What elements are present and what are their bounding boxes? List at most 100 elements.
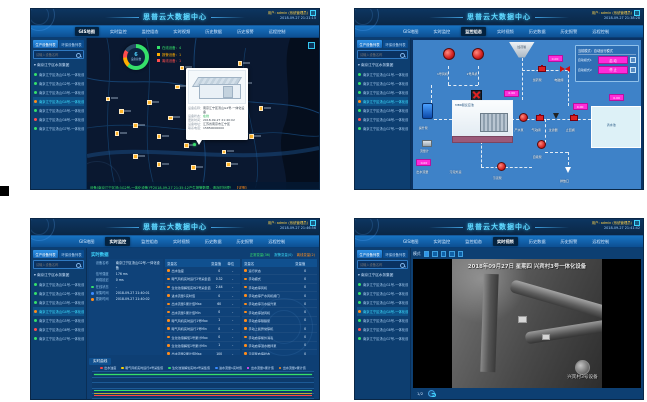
device-list-item[interactable]: 南京江宁区汤山G3号-一体化设备: [357, 298, 408, 307]
nav-tab-5[interactable]: 历史报警: [560, 28, 578, 34]
nav-tab-1[interactable]: 实时监控: [105, 237, 131, 246]
map-area[interactable]: 6 设备总数 在线设备：4 报警设备：1 离线设备：1 设备名称： 南京江宁区汤山G2…: [87, 38, 319, 190]
map-marker[interactable]: [221, 149, 234, 155]
layout-16-button[interactable]: [449, 251, 455, 257]
sidebar-search[interactable]: [357, 260, 408, 269]
map-marker[interactable]: [175, 84, 188, 89]
map-marker[interactable]: [156, 134, 169, 139]
sidebar-tab-0[interactable]: 生产设备列表: [33, 40, 58, 48]
mode-confirm-checkbox[interactable]: [629, 57, 636, 64]
pneumatic-valve-icon[interactable]: [536, 113, 545, 122]
map-marker[interactable]: [179, 65, 192, 71]
search-input[interactable]: [358, 52, 407, 57]
map-marker[interactable]: [133, 154, 146, 159]
nav-tab-0[interactable]: GIS地图: [78, 238, 95, 244]
device-list-item[interactable]: 南京江宁区汤山G1号-一体化设备: [357, 70, 408, 79]
device-group-label[interactable]: ▾ 南京江宁区水务集团: [358, 63, 394, 67]
map-marker[interactable]: [168, 115, 181, 120]
nav-tab-6[interactable]: 远程控制: [592, 238, 610, 244]
device-list-item[interactable]: 南京江宁区汤山G2号-一体化设备: [33, 79, 84, 88]
nav-tab-2[interactable]: 监控组态: [465, 238, 482, 244]
layout-full-button[interactable]: [457, 251, 464, 257]
sidebar-tab-1[interactable]: 环保设备列表: [59, 250, 84, 258]
search-input[interactable]: [34, 262, 83, 267]
device-list-item[interactable]: 南京江宁区汤山G2号-一体化设备: [357, 79, 408, 88]
logout-icon[interactable]: [634, 220, 640, 226]
sidebar-tab-1[interactable]: 环保设备列表: [383, 250, 408, 258]
nav-tab-6[interactable]: 远程控制: [268, 28, 286, 34]
chart-legend-item[interactable]: 生化池溶解氧实时2号采集值: [168, 366, 210, 370]
chart-legend-item[interactable]: 出水流量1累计值: [246, 366, 274, 370]
tab-realtime-curve[interactable]: 实时曲线: [89, 357, 112, 365]
sludge-pump-icon[interactable]: [497, 161, 507, 171]
nav-tab-5[interactable]: 历史报警: [560, 238, 578, 244]
map-marker[interactable]: [258, 106, 271, 111]
nav-tab-4[interactable]: 历史数据: [528, 238, 546, 244]
device-list-item[interactable]: 南京江宁区汤山G7号-一体化设备: [33, 124, 84, 133]
device-list-item[interactable]: 南京江宁区汤山G6号-一体化设备: [33, 115, 84, 124]
map-marker[interactable]: [191, 165, 204, 170]
nav-tab-6[interactable]: 远程控制: [268, 238, 286, 244]
device-list-item[interactable]: 南京江宁区汤山G1号-一体化设备: [357, 280, 408, 289]
device-list-item[interactable]: 南京江宁区汤山G4号-一体化设备: [33, 97, 84, 106]
mode-confirm-checkbox[interactable]: [629, 66, 636, 73]
device-list-item[interactable]: 南京江宁区汤山G3号-一体化设备: [33, 88, 84, 97]
device-list-item[interactable]: 南京江宁区汤山G5号-一体化设备: [357, 316, 408, 325]
mode-row-value[interactable]: 停 止: [597, 65, 629, 74]
map-marker[interactable]: [147, 100, 160, 105]
video-player[interactable]: 2018年09月27日 星期四 兴宾村3号一体化设备 兴宾村3号设备: [413, 259, 641, 388]
nav-tab-5[interactable]: 历史报警: [236, 238, 254, 244]
chart-legend-item[interactable]: 出水流量2累计值: [278, 366, 306, 370]
map-marker[interactable]: [156, 162, 169, 167]
logout-icon[interactable]: [310, 220, 316, 226]
device-group-label[interactable]: ▾ 南京江宁区水务集团: [34, 63, 70, 67]
y-filter-icon[interactable]: [553, 113, 560, 120]
flow-meter-icon[interactable]: [422, 139, 433, 147]
device-list-item[interactable]: 南京江宁区汤山G6号-一体化设备: [33, 325, 84, 334]
nav-tab-2[interactable]: 监控组态: [461, 27, 486, 36]
nav-tab-3[interactable]: 实时视频: [172, 238, 190, 244]
device-group-label[interactable]: ▾ 南京江宁区水务集团: [358, 273, 394, 277]
device-pin[interactable]: [193, 143, 196, 146]
nav-tab-3[interactable]: 实时视频: [492, 237, 518, 246]
nav-tab-3[interactable]: 实时视频: [496, 28, 514, 34]
nav-tab-4[interactable]: 历史数据: [528, 28, 546, 34]
device-list-item[interactable]: 南京江宁区汤山G7号-一体化设备: [33, 334, 84, 343]
nav-tab-3[interactable]: 实时视频: [173, 28, 191, 34]
dosing-pump-icon[interactable]: [538, 64, 547, 73]
device-list-item[interactable]: 南京江宁区汤山G6号-一体化设备: [357, 115, 408, 124]
blower-2-icon[interactable]: [472, 47, 485, 60]
device-list-item[interactable]: 南京江宁区汤山G5号-一体化设备: [33, 316, 84, 325]
layout-9-button[interactable]: [440, 251, 447, 257]
chart-legend-item[interactable]: 出水浊度: [100, 366, 116, 370]
refresh-icon[interactable]: [428, 390, 436, 398]
lift-pump-icon[interactable]: [422, 103, 434, 120]
device-list-item[interactable]: 南京江宁区汤山G5号-一体化设备: [33, 106, 84, 115]
device-list-item[interactable]: 南京江宁区汤山G1号-一体化设备: [33, 70, 84, 79]
device-list-item[interactable]: 南京江宁区汤山G5号-一体化设备: [357, 106, 408, 115]
sidebar-tab-0[interactable]: 生产设备列表: [357, 40, 382, 48]
device-list-item[interactable]: 南京江宁区汤山G3号-一体化设备: [33, 298, 84, 307]
map-marker[interactable]: [249, 134, 262, 139]
map-marker[interactable]: [114, 131, 127, 136]
nav-tab-2[interactable]: 监控组态: [141, 238, 158, 244]
search-input[interactable]: [34, 52, 83, 57]
nav-tab-4[interactable]: 历史数据: [204, 238, 222, 244]
aerator-fan-icon[interactable]: [471, 89, 483, 101]
sidebar-tab-0[interactable]: 生产设备列表: [33, 250, 58, 258]
mode-row-value[interactable]: 启 动: [597, 56, 629, 65]
device-list-item[interactable]: 南京江宁区汤山G6号-一体化设备: [357, 325, 408, 334]
device-list-item[interactable]: 南京江宁区汤山G4号-一体化设备: [357, 307, 408, 316]
nav-tab-1[interactable]: 实时监控: [109, 28, 127, 34]
device-list-item[interactable]: 南京江宁区汤山G4号-一体化设备: [357, 97, 408, 106]
blower-1-icon[interactable]: [442, 47, 455, 60]
device-list-item[interactable]: 南京江宁区汤山G2号-一体化设备: [357, 289, 408, 298]
map-fullscreen-button[interactable]: [308, 42, 315, 49]
nav-tab-5[interactable]: 历史报警: [236, 28, 254, 34]
nav-tab-0[interactable]: GIS地图: [402, 28, 419, 34]
logout-icon[interactable]: [310, 10, 316, 16]
layout-4-button[interactable]: [432, 251, 438, 257]
sidebar-search[interactable]: [33, 260, 84, 269]
nav-tab-4[interactable]: 历史数据: [205, 28, 222, 34]
alarm-detail-link[interactable]: 【详情】: [235, 186, 249, 190]
